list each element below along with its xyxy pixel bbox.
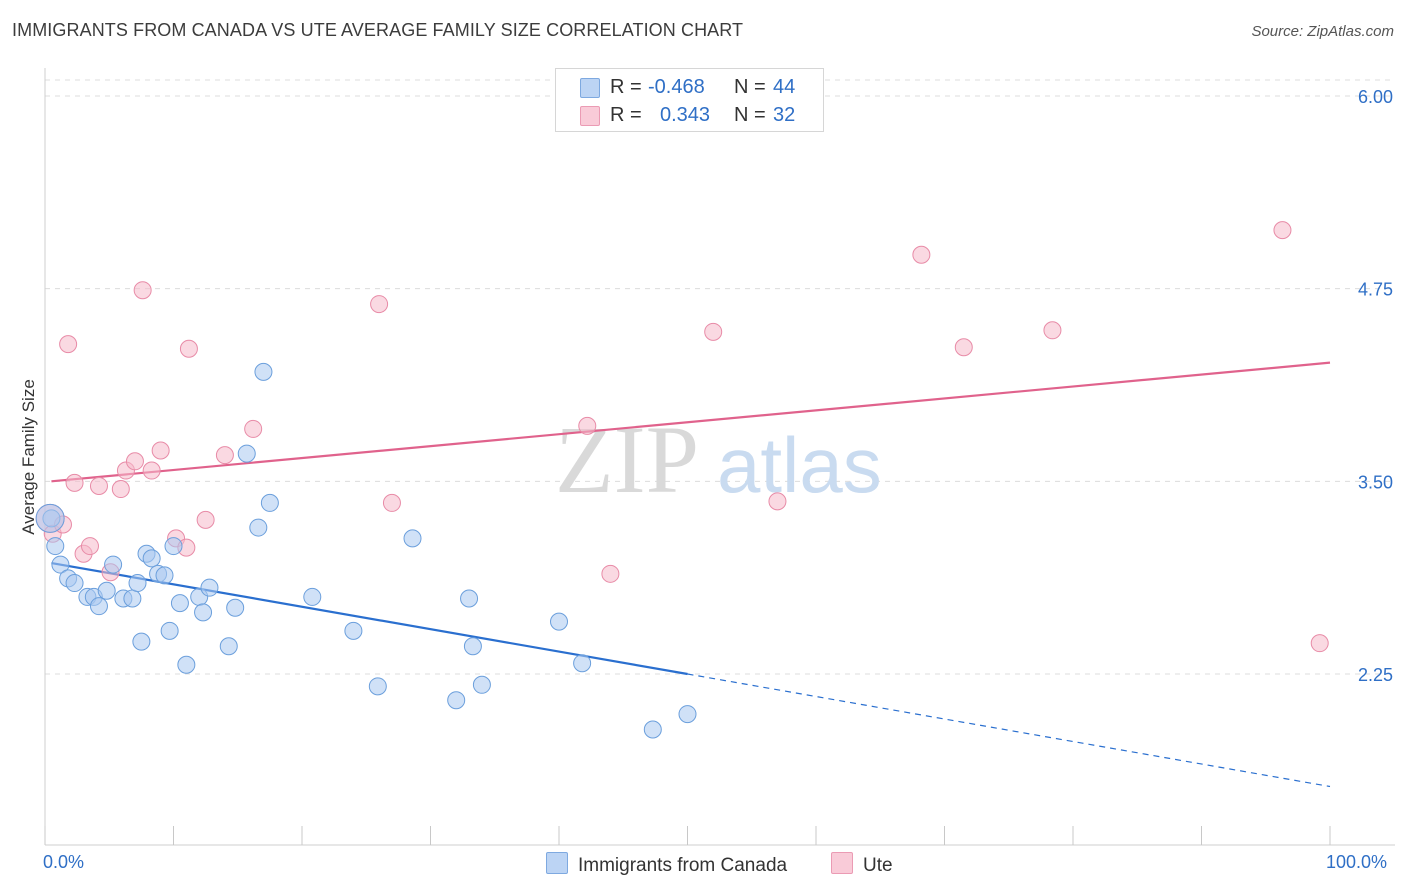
data-point-ute [768, 492, 787, 511]
data-point-canada [177, 655, 196, 674]
data-point-canada [237, 444, 256, 463]
data-point-canada [142, 549, 161, 568]
data-point-canada [403, 529, 422, 548]
legend-r-label: R = [610, 76, 642, 98]
data-point-canada [97, 581, 116, 600]
data-point-ute [125, 452, 144, 471]
legend-n-value: 32 [773, 104, 796, 126]
data-point-canada [463, 637, 482, 656]
y-tick-label: 3.50 [1358, 472, 1393, 492]
data-point-canada [164, 537, 183, 556]
legend-r-value: 0.343 [660, 104, 711, 126]
data-point-canada [194, 603, 213, 622]
source-credit: Source: ZipAtlas.com [1251, 23, 1394, 40]
data-point-canada [447, 691, 466, 710]
data-point-ute [196, 510, 215, 529]
grid-lines [45, 79, 1395, 675]
legend-n-label: N = [734, 76, 766, 98]
data-point-canada [160, 621, 179, 640]
data-point-ute [601, 564, 620, 583]
trend-line-canada-projection [687, 673, 1331, 788]
data-point-canada [678, 705, 697, 724]
data-point-canada [254, 362, 273, 381]
bottom-legend-swatch-canada [546, 852, 568, 874]
trend-line-ute [51, 361, 1331, 483]
data-point-canada [104, 555, 123, 574]
legend-r-value: -0.468 [648, 76, 705, 98]
data-point-ute [954, 338, 973, 357]
legend-swatch-canada [580, 78, 600, 98]
data-point-canada [51, 555, 70, 574]
data-point-canada [35, 503, 65, 533]
watermark-atlas: atlas [717, 421, 882, 509]
axes [44, 68, 1395, 846]
data-point-canada [132, 632, 151, 651]
data-point-canada [249, 518, 268, 537]
data-point-canada [226, 598, 245, 617]
watermark: ZIP atlas [555, 406, 882, 513]
data-point-canada [128, 574, 147, 593]
data-point-ute [912, 245, 931, 264]
data-point-canada [123, 589, 142, 608]
watermark-zip: ZIP [555, 406, 699, 513]
y-tick-label: 2.25 [1358, 665, 1393, 685]
data-point-ute [59, 335, 78, 354]
data-point-canada [303, 587, 322, 606]
data-point-ute [133, 281, 152, 300]
bottom-legend-label-canada: Immigrants from Canada [578, 855, 788, 876]
data-point-ute [89, 476, 108, 495]
legend-n-value: 44 [773, 76, 796, 98]
y-tick-labels: 2.25 3.50 4.75 6.00 [1358, 87, 1393, 685]
data-point-canada [46, 537, 65, 556]
data-point-canada [155, 566, 174, 585]
data-point-canada [573, 654, 592, 673]
data-point-ute [80, 537, 99, 556]
data-points [35, 221, 1329, 739]
data-point-ute [704, 322, 723, 341]
bottom-legend-swatch-ute [831, 852, 853, 874]
data-point-canada [368, 677, 387, 696]
bottom-legend-canada: Immigrants from Canada [546, 852, 787, 877]
data-point-ute [382, 493, 401, 512]
data-point-ute [215, 446, 234, 465]
data-point-canada [89, 597, 108, 616]
data-point-canada [550, 612, 568, 631]
bottom-legend-ute: Ute [831, 852, 893, 877]
data-point-ute [578, 416, 597, 435]
chart-title: IMMIGRANTS FROM CANADA VS UTE AVERAGE FA… [12, 20, 744, 40]
legend-swatch-ute [580, 106, 600, 126]
data-point-ute [1273, 221, 1292, 240]
stats-legend: R = -0.468 N = 44 R = 0.343 N = 32 [555, 68, 824, 132]
data-point-ute [370, 295, 389, 314]
data-point-canada [170, 594, 189, 613]
data-point-ute [151, 441, 170, 460]
y-axis-label: Average Family Size [19, 379, 38, 535]
data-point-ute [179, 339, 198, 358]
data-point-canada [65, 574, 84, 593]
trend-line-canada [51, 561, 688, 676]
x-tick-max: 100.0% [1326, 852, 1388, 872]
y-tick-label: 4.75 [1358, 280, 1393, 300]
data-point-ute [244, 419, 263, 438]
data-point-canada [643, 720, 662, 739]
data-point-canada [200, 578, 219, 597]
x-tick-min: 0.0% [43, 852, 85, 872]
legend-n-label: N = [734, 104, 766, 126]
data-point-ute [111, 480, 130, 499]
legend-r-label: R = [610, 104, 642, 126]
data-point-canada [260, 493, 279, 512]
y-tick-label: 6.00 [1358, 87, 1393, 107]
data-point-canada [472, 675, 491, 694]
data-point-ute [1310, 634, 1329, 653]
bottom-legend-label-ute: Ute [863, 855, 893, 876]
data-point-ute [1043, 321, 1062, 340]
data-point-canada [219, 637, 238, 656]
data-point-canada [460, 589, 479, 608]
data-point-canada [344, 621, 363, 640]
data-point-ute [65, 473, 84, 492]
data-point-ute [142, 461, 161, 480]
